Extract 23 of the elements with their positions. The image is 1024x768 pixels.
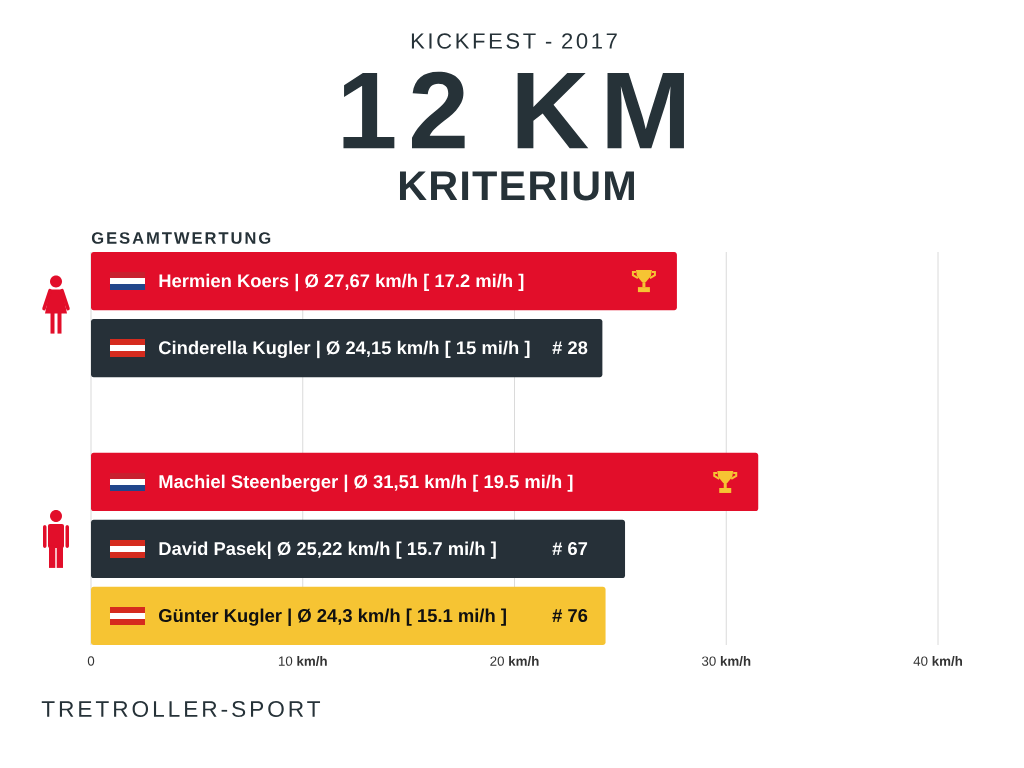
x-tick-label: 10 km/h xyxy=(278,656,327,666)
chart-subtitle: KICKFEST - 2017 xyxy=(411,33,617,49)
bar xyxy=(91,318,603,378)
y-tick-label: Hermien Koers | Ø 27,67 km/h [ 17.2 mi/h ] xyxy=(159,273,524,292)
bar xyxy=(91,519,626,579)
chart-title: 12 KM xyxy=(343,71,684,149)
bar xyxy=(91,586,606,646)
bar xyxy=(91,452,759,512)
bar xyxy=(91,251,677,311)
x-tick-label: 20 km/h xyxy=(490,656,539,666)
y-tick-label: Günter Kugler | Ø 24,3 km/h [ 15.1 mi/h ] xyxy=(159,608,506,626)
annotation: # 67 xyxy=(552,542,588,556)
x-tick-label: 40 km/h xyxy=(913,656,963,666)
y-tick-label: Machiel Steenberger | Ø 31,51 km/h [ 19.5 mi/h ] xyxy=(159,474,573,493)
annotation: # 76 xyxy=(552,609,588,623)
x-tick-label: 30 km/h xyxy=(701,656,751,666)
x-tick-label: 0 xyxy=(87,656,95,666)
text: TRETROLLER-SPORT xyxy=(41,700,321,718)
text: KRITERIUM xyxy=(400,171,634,201)
y-tick-label: David Pasek| Ø 25,22 km/h [ 15.7 mi/h ] xyxy=(159,541,496,560)
annotation: # 28 xyxy=(552,341,588,355)
text: GESAMTWERTUNG xyxy=(91,232,271,244)
y-tick-label: Cinderella Kugler | Ø 24,15 km/h [ 15 mi/h ] xyxy=(159,340,530,359)
